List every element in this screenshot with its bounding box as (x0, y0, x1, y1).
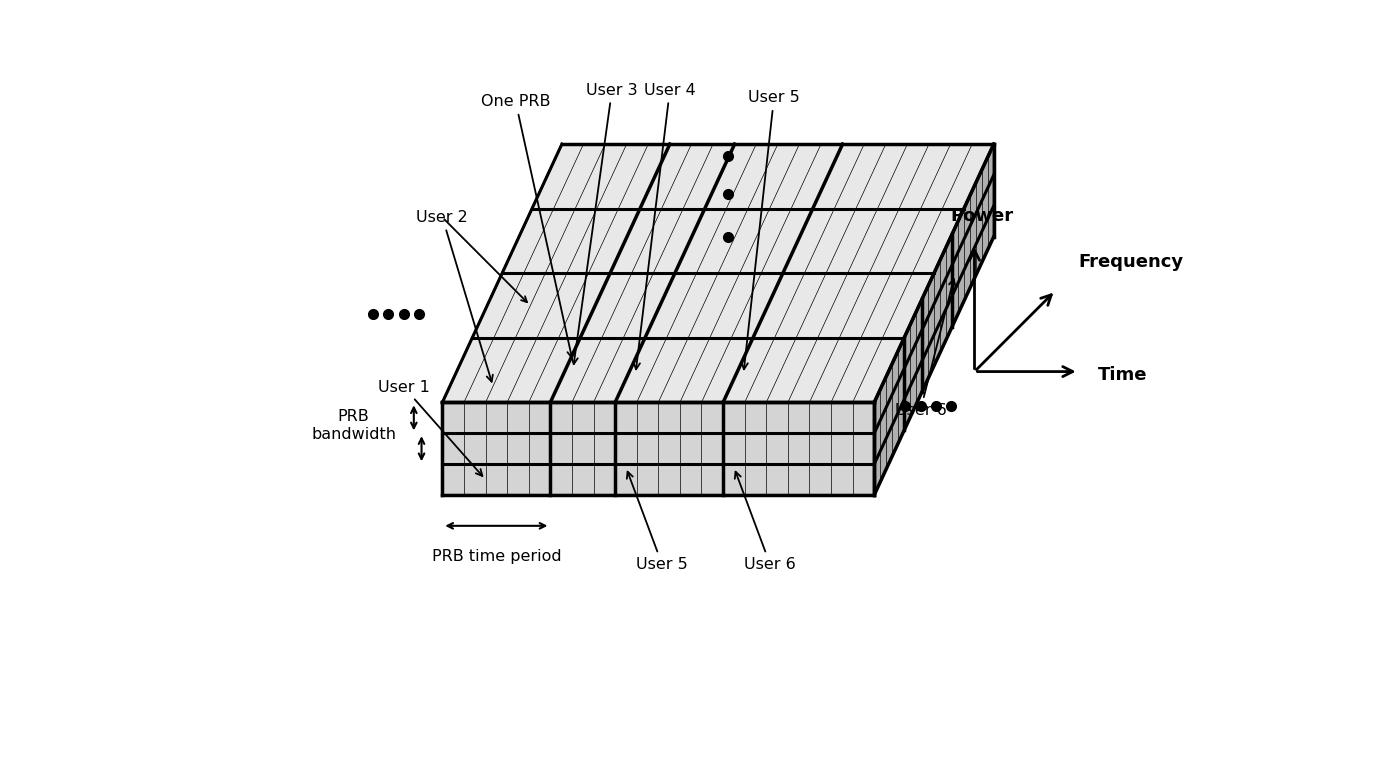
Text: PRB time period: PRB time period (431, 550, 561, 564)
Text: User 1: User 1 (378, 379, 482, 476)
Text: User 5: User 5 (626, 471, 687, 572)
Text: Power: Power (951, 207, 1013, 225)
Text: User 3: User 3 (571, 83, 638, 364)
Text: Frequency: Frequency (1078, 253, 1184, 272)
Polygon shape (442, 144, 994, 402)
Text: User 4: User 4 (633, 83, 696, 369)
Text: PRB
bandwidth: PRB bandwidth (312, 409, 396, 442)
Text: User 6: User 6 (894, 279, 955, 418)
Polygon shape (442, 402, 875, 495)
Polygon shape (875, 144, 994, 495)
Text: User 5: User 5 (742, 91, 800, 369)
Text: Time: Time (1098, 366, 1148, 385)
Text: User 6: User 6 (735, 471, 796, 572)
Text: User 2: User 2 (416, 210, 493, 382)
Text: One PRB: One PRB (481, 94, 574, 358)
